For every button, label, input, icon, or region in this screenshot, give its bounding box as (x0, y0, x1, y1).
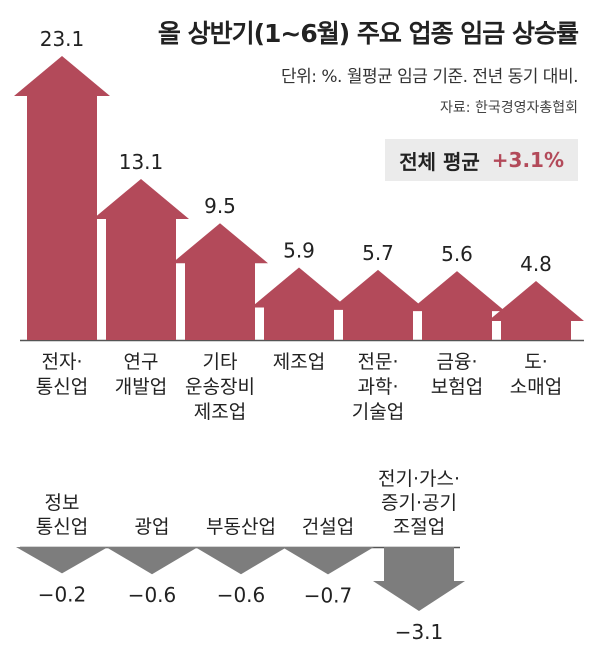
value-label: 9.5 (204, 194, 236, 218)
down-arrow-bar (195, 547, 287, 575)
chart-subtitle: 단위: %. 월평균 임금 기준. 전년 동기 대비. (280, 67, 579, 87)
value-label: −0.6 (128, 583, 177, 607)
value-label: −0.7 (304, 583, 353, 607)
category-label: 전문· (358, 351, 399, 373)
up-arrow-bar (172, 223, 268, 340)
value-label: 5.6 (441, 242, 473, 266)
value-label: −3.1 (395, 620, 444, 644)
category-label: 조절업 (393, 516, 445, 538)
category-label: 통신업 (36, 516, 88, 538)
category-label: 건설업 (302, 516, 354, 538)
category-label: 연구 (124, 351, 159, 373)
category-label: 전기·가스· (378, 468, 460, 490)
value-label: 5.9 (283, 238, 315, 262)
up-arrow-bar (330, 269, 426, 340)
up-arrow-bar (409, 271, 505, 340)
category-label: 통신업 (36, 376, 88, 398)
category-label: 전자· (42, 351, 83, 373)
up-arrow-bar (93, 178, 189, 340)
average-label: 전체 평균 (399, 149, 480, 174)
value-label: 5.7 (362, 241, 394, 265)
value-label: 13.1 (119, 150, 164, 174)
value-label: 4.8 (520, 252, 552, 276)
category-label: 제조업 (194, 401, 246, 423)
category-label: 과학· (358, 376, 399, 398)
category-label: 기타 (203, 351, 238, 373)
down-arrow-bar (16, 547, 108, 574)
category-label: 증기·공기 (381, 492, 457, 514)
down-arrow-bar (373, 547, 465, 611)
category-label: 보험업 (431, 376, 483, 398)
category-label: 정보 (45, 492, 80, 514)
value-label: 23.1 (40, 27, 85, 51)
category-label: 개발업 (115, 376, 167, 398)
category-label: 부동산업 (206, 516, 276, 538)
down-arrow-bar (106, 547, 198, 575)
value-label: −0.6 (217, 583, 266, 607)
average-value: +3.1% (491, 148, 564, 172)
up-arrow-bar (14, 56, 110, 340)
category-label: 운송장비 (185, 376, 255, 398)
category-label: 도· (524, 351, 548, 373)
category-label: 광업 (135, 516, 170, 538)
average-box: 전체 평균 +3.1% (385, 139, 578, 181)
up-arrow-bar (251, 267, 347, 340)
up-arrow-bar (488, 280, 584, 340)
category-label: 기술업 (352, 401, 404, 423)
category-label: 소매업 (510, 376, 562, 398)
category-label: 금융· (437, 351, 478, 373)
category-label: 제조업 (273, 351, 325, 373)
data-source: 자료: 한국경영자총협회 (440, 100, 578, 116)
value-label: −0.2 (38, 582, 87, 606)
down-arrow-bar (282, 547, 374, 575)
chart-title: 올 상반기(1~6월) 주요 업종 임금 상승률 (157, 19, 579, 48)
